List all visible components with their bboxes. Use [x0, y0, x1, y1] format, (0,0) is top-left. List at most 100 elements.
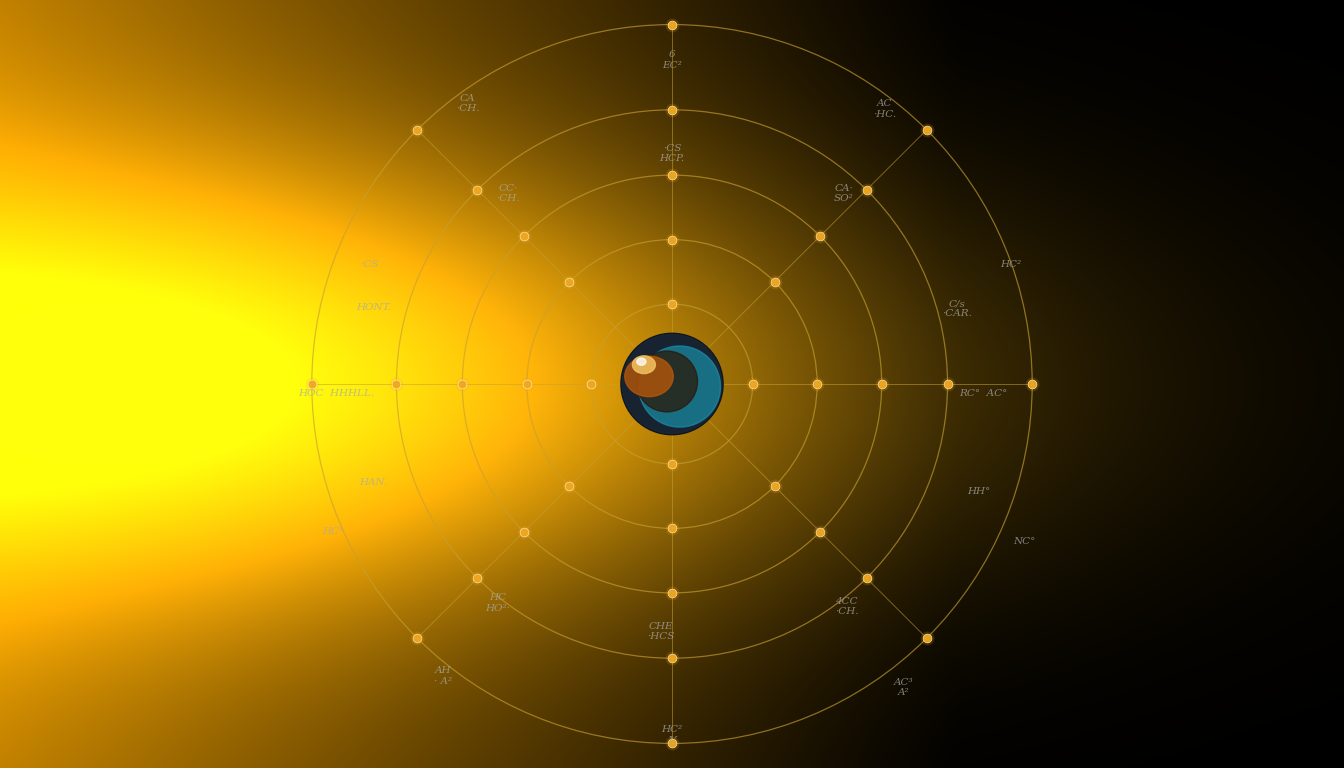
Point [661, 587, 683, 599]
Point [452, 378, 473, 390]
Point [559, 480, 581, 492]
Point [763, 480, 785, 492]
Text: HC²
V: HC² V [661, 725, 683, 745]
Point [661, 652, 683, 664]
Text: HONT.: HONT. [356, 303, 391, 312]
Point [661, 298, 683, 310]
Point [661, 233, 683, 246]
Point [661, 104, 683, 116]
Point [581, 378, 602, 390]
Point [856, 184, 878, 197]
Point [661, 522, 683, 535]
Point [661, 458, 683, 470]
Point [466, 184, 488, 197]
Text: NC°: NC° [1013, 537, 1035, 546]
Point [513, 230, 535, 243]
Point [856, 571, 878, 584]
Text: AC³
A²: AC³ A² [894, 677, 913, 697]
Point [559, 480, 581, 492]
Text: C/s
·CAR.: C/s ·CAR. [942, 299, 972, 319]
Point [809, 525, 831, 538]
Point [301, 378, 323, 390]
Text: AH
· A²: AH · A² [434, 666, 453, 686]
Point [513, 230, 535, 243]
Point [406, 632, 427, 644]
Point [466, 571, 488, 584]
Point [871, 378, 892, 390]
Point [661, 737, 683, 750]
Point [661, 737, 683, 750]
Point [386, 378, 407, 390]
Point [937, 378, 958, 390]
Point [661, 522, 683, 535]
Point [559, 276, 581, 288]
Text: ·CS
HCP.: ·CS HCP. [660, 144, 684, 164]
Point [516, 378, 538, 390]
Point [809, 230, 831, 243]
Text: AC
·HC.: AC ·HC. [872, 99, 896, 119]
Point [917, 632, 938, 644]
Text: ·CS: ·CS [360, 260, 379, 270]
Point [806, 378, 828, 390]
Point [661, 458, 683, 470]
Text: 4CC
·CH.: 4CC ·CH. [835, 597, 859, 617]
Ellipse shape [638, 346, 720, 427]
Ellipse shape [622, 335, 722, 433]
Point [301, 378, 323, 390]
Point [937, 378, 958, 390]
Point [856, 571, 878, 584]
Text: HC²: HC² [1000, 260, 1021, 270]
Text: CA
·CH.: CA ·CH. [456, 94, 480, 114]
Point [661, 169, 683, 181]
Point [809, 230, 831, 243]
Ellipse shape [637, 358, 646, 366]
Text: CC·
·CH.: CC· ·CH. [496, 184, 520, 204]
Point [661, 169, 683, 181]
Point [661, 233, 683, 246]
Point [1021, 378, 1043, 390]
Point [871, 378, 892, 390]
Point [742, 378, 763, 390]
Text: HAN.: HAN. [359, 478, 388, 487]
Point [386, 378, 407, 390]
Text: HOC  HHHLL.: HOC HHHLL. [298, 389, 374, 399]
Point [661, 298, 683, 310]
Text: CHE
·HCS: CHE ·HCS [648, 621, 675, 641]
Point [406, 124, 427, 136]
Text: HC
HO²·: HC HO²· [485, 593, 509, 613]
Point [516, 378, 538, 390]
Point [559, 276, 581, 288]
Ellipse shape [633, 356, 656, 373]
Point [466, 571, 488, 584]
Point [661, 587, 683, 599]
Point [1021, 378, 1043, 390]
Point [406, 124, 427, 136]
Point [513, 525, 535, 538]
Point [917, 124, 938, 136]
Text: 6
EC²: 6 EC² [663, 50, 681, 70]
Point [513, 525, 535, 538]
Text: RC°  AC°: RC° AC° [960, 389, 1008, 399]
Point [466, 184, 488, 197]
Point [763, 480, 785, 492]
Point [406, 632, 427, 644]
Point [806, 378, 828, 390]
Point [661, 652, 683, 664]
Point [452, 378, 473, 390]
Point [809, 525, 831, 538]
Text: HC°: HC° [323, 527, 344, 536]
Ellipse shape [636, 351, 698, 412]
Point [661, 104, 683, 116]
Point [581, 378, 602, 390]
Point [661, 18, 683, 31]
Text: CA·
SO²: CA· SO² [835, 184, 853, 204]
Ellipse shape [621, 333, 723, 435]
Point [917, 124, 938, 136]
Point [763, 276, 785, 288]
Point [917, 632, 938, 644]
Point [763, 276, 785, 288]
Point [856, 184, 878, 197]
Text: HH°: HH° [966, 487, 991, 496]
Point [661, 18, 683, 31]
Ellipse shape [625, 356, 673, 396]
